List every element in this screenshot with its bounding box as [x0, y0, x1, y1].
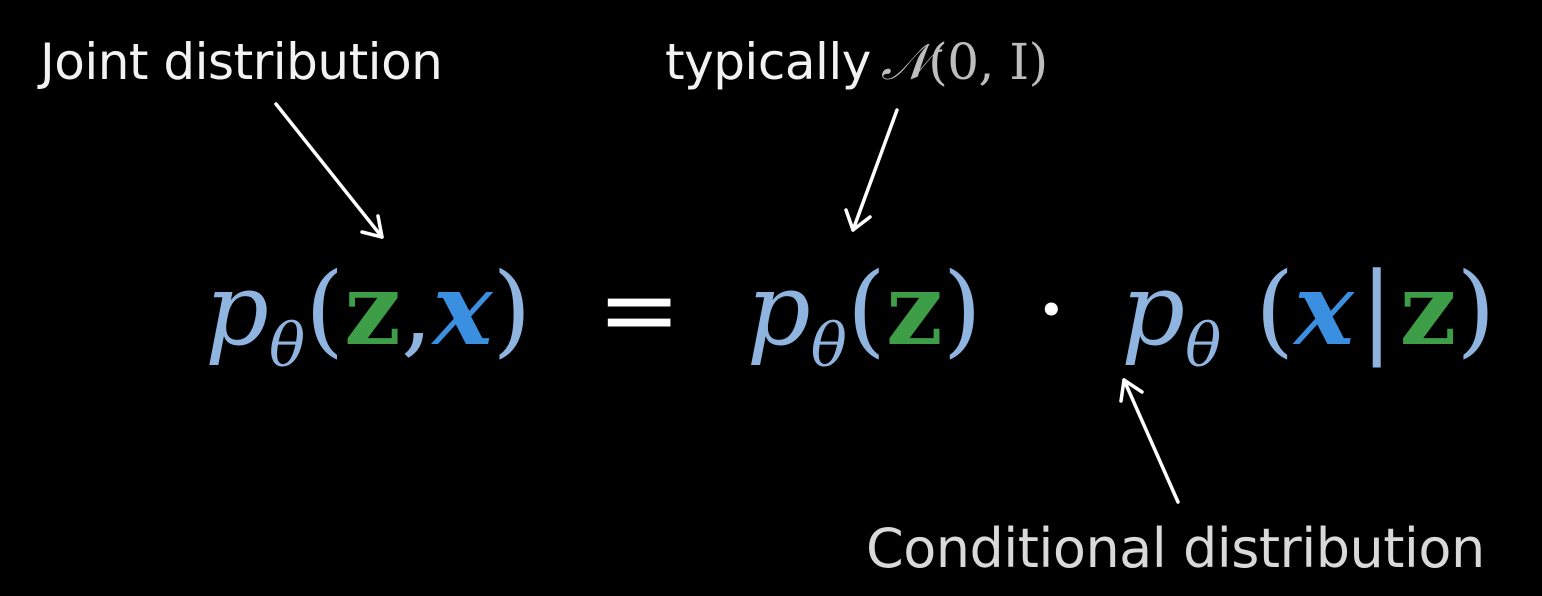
lhs-comma: ,: [400, 251, 433, 368]
conditional-arrow: [1119, 378, 1180, 504]
lhs-close-paren: ): [492, 251, 532, 368]
normal-distribution-args: (0, I): [928, 33, 1048, 91]
prior-theta: θ: [810, 311, 847, 381]
conditional-theta: θ: [1185, 311, 1222, 381]
lhs-p: p: [205, 251, 270, 368]
factorization-equation: pθ(z,x) = pθ(z) · pθ (x|z): [205, 244, 1495, 384]
conditional-close-paren: ): [1456, 251, 1496, 368]
multiplication-dot: ·: [1035, 251, 1068, 368]
lhs-z: z: [344, 250, 401, 368]
joint-distribution-label: Joint distribution: [40, 33, 443, 91]
lhs-theta: θ: [269, 311, 306, 381]
joint-arrow: [274, 102, 384, 239]
lhs-open-paren: (: [305, 251, 345, 368]
prior-z: z: [885, 250, 943, 368]
prior-note-text: typically: [665, 33, 871, 91]
conditional-p: p: [1121, 251, 1186, 368]
conditional-x: x: [1294, 250, 1354, 368]
equals-sign: =: [597, 251, 681, 368]
conditional-distribution-label: Conditional distribution: [866, 517, 1485, 580]
prior-arrow: [844, 108, 899, 232]
lhs-x: x: [432, 250, 493, 368]
conditional-open-paren: (: [1255, 251, 1295, 368]
normal-distribution-symbol: 𝒩: [880, 33, 929, 91]
conditional-bar: |: [1359, 251, 1394, 368]
prior-close-paren: ): [942, 251, 982, 368]
prior-note-label: typically 𝒩(0, I): [665, 30, 1048, 94]
prior-p: p: [746, 251, 811, 368]
prior-open-paren: (: [846, 251, 886, 368]
conditional-z: z: [1399, 250, 1457, 368]
